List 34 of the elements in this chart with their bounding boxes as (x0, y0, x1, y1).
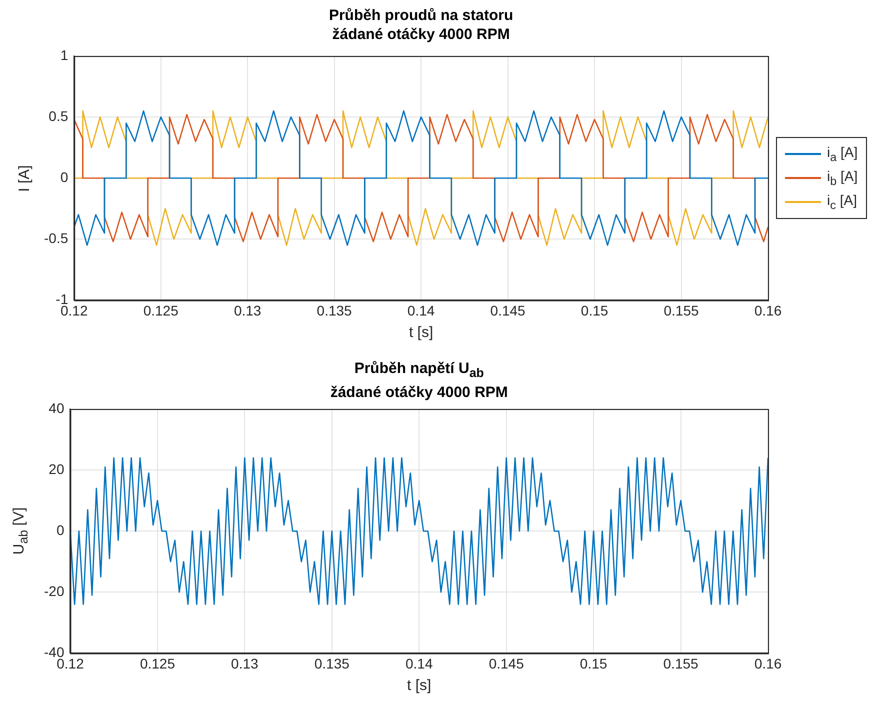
legend-label: i$_{a}$ [A] (827, 144, 858, 164)
chart-subtitle: žádané otáčky 4000 RPM (329, 383, 509, 402)
x-tick-label: 0.135 (316, 302, 352, 318)
chart-subtitle: žádané otáčky 4000 RPM (331, 25, 511, 44)
y-axis-title: I [A] (16, 164, 33, 192)
x-tick-label: 0.16 (754, 302, 782, 318)
x-tick-label: 0.125 (143, 302, 179, 318)
x-axis-title: t [s] (406, 677, 432, 694)
x-tick-label: 0.155 (663, 655, 699, 672)
x-tick-label: 0.15 (580, 302, 608, 318)
x-tick-label: 0.14 (405, 655, 433, 672)
chart-title: Průběh napětí U$_{ab}$ (353, 359, 485, 382)
y-tick-label: 0 (60, 168, 68, 185)
x-tick-label: 0.125 (140, 655, 176, 672)
y-tick-label: -0.5 (44, 230, 68, 246)
x-tick-label: 0.155 (664, 302, 699, 318)
x-tick-label: 0.16 (754, 655, 782, 672)
y-tick-label: -20 (44, 583, 64, 600)
legend-label: i$_{c}$ [A] (827, 192, 857, 212)
y-tick-label: 0.5 (48, 108, 68, 124)
y-tick-label: 20 (48, 460, 64, 477)
chart-title: Průběh proudů na statoru (328, 6, 514, 25)
x-tick-label: 0.145 (488, 655, 524, 672)
legend-label: i$_{b}$ [A] (827, 168, 858, 188)
x-tick-label: 0.13 (231, 655, 259, 672)
y-tick-label: 1 (60, 46, 68, 63)
y-tick-label: 0 (56, 522, 64, 538)
x-axis-title: t [s] (408, 324, 434, 342)
x-tick-label: 0.135 (314, 655, 350, 672)
y-tick-label: 40 (48, 400, 64, 416)
x-tick-label: 0.13 (234, 302, 262, 318)
x-tick-label: 0.14 (407, 302, 435, 318)
x-tick-label: 0.145 (490, 302, 526, 318)
x-tick-label: 0.15 (580, 655, 608, 672)
